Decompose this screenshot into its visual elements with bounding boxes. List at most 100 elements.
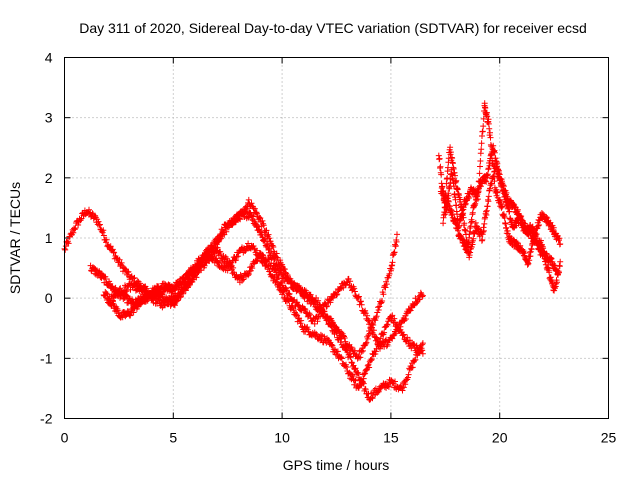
data-point [402,381,409,388]
data-point [400,332,407,339]
x-tick-label: 20 [492,430,508,446]
data-point [503,224,510,231]
data-point [355,294,362,301]
data-point [143,294,150,301]
data-point [479,128,486,135]
data-point [105,242,111,249]
data-point [460,214,467,221]
data-point [358,348,365,355]
data-point [194,270,201,277]
data-point [214,259,221,265]
data-point [483,178,490,185]
data-point [233,254,240,260]
data-point [109,246,116,253]
data-point [351,347,358,354]
data-point [261,238,268,245]
data-point [557,241,564,247]
data-point [311,298,318,305]
data-point [404,334,411,341]
data-point [351,285,358,292]
data-point [391,315,398,322]
y-tick-label: -1 [40,350,53,366]
data-point [477,163,483,170]
data-points [61,100,564,403]
x-tick-label: 15 [383,430,399,446]
data-point [131,274,138,281]
data-point [147,292,154,299]
data-point [445,164,451,171]
data-point [476,170,483,177]
data-point [315,297,322,304]
data-point [319,306,326,313]
data-point [453,177,460,184]
data-point [109,297,116,304]
data-point [151,295,158,301]
data-point [96,222,103,229]
data-point [357,354,364,361]
data-point [283,287,290,294]
data-point [248,200,255,207]
data-point [240,276,247,283]
data-point [245,271,252,278]
data-point [352,377,359,384]
data-point [169,298,176,305]
data-point [556,235,563,242]
data-point [132,283,139,290]
plot-frame [64,57,609,419]
data-point [358,381,365,388]
data-point [253,210,260,217]
data-point [440,220,447,227]
data-point [265,241,271,248]
data-point [275,263,282,269]
data-point [554,279,560,286]
data-point [155,295,162,302]
data-point [363,339,370,346]
data-point [385,383,392,390]
data-point [341,335,348,341]
data-point [361,371,368,377]
x-tick-label: 10 [274,430,290,446]
data-point [324,303,330,310]
series-track-7 [440,144,564,261]
data-point [342,338,349,345]
data-point [333,292,340,298]
data-point [328,342,335,348]
data-point [494,189,501,196]
data-point [250,213,257,220]
data-point [368,357,375,364]
y-tick-label: 1 [45,230,53,246]
data-point [419,293,426,300]
data-point [347,353,354,360]
data-point [400,331,407,338]
x-axis-title: GPS time / hours [283,457,390,473]
data-point [180,276,187,283]
data-point [366,364,373,371]
series-track-4 [105,244,426,352]
data-point [107,243,114,250]
data-point [488,180,495,187]
data-point [305,293,312,300]
data-point [486,125,493,132]
data-point [98,228,105,235]
data-point [96,221,103,228]
data-point [382,337,389,344]
data-point [389,312,396,319]
data-point [386,270,393,277]
data-point [367,325,374,332]
data-point [64,239,71,246]
data-point [253,209,260,216]
data-point [251,205,258,212]
data-point [392,330,399,337]
data-point [355,293,362,300]
data-point [206,258,213,264]
data-point [259,251,266,258]
data-point [375,307,382,313]
series-track-5 [435,100,564,294]
data-point [412,356,419,363]
y-tick-label: 0 [45,290,53,306]
data-point [297,320,304,327]
data-point [220,229,227,236]
data-point [470,235,477,242]
data-point [557,258,564,265]
